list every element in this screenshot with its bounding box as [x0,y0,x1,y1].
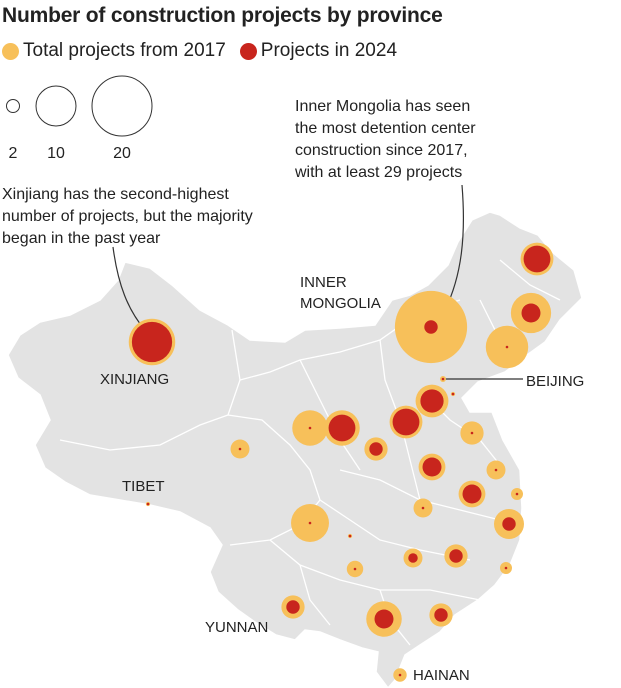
center-dot-beijing [441,377,445,381]
year2024-bubble-shaanxi [369,442,383,456]
year2024-bubble-shanxi [392,408,420,436]
center-dot-liaoning [505,345,509,349]
province-bubbles [128,242,554,682]
center-dot-hubei [421,506,425,510]
label-yunnan: YUNNAN [205,619,268,636]
size-legend-label-20: 20 [113,145,131,162]
center-dot-tianjin [451,392,455,396]
center-dot-shandong [470,431,474,435]
label-hainan: HAINAN [413,667,470,684]
year2024-bubble-guangdong [434,608,448,622]
size-legend-label-2: 2 [9,145,18,162]
center-dot-ningxia [308,426,312,430]
legend-2024-swatch [239,42,257,60]
year2024-bubble-gansu [328,414,356,442]
year2024-bubble-xinjiang [131,321,173,363]
center-dot-hainan [398,673,402,677]
year2024-bubble-hebei [420,389,444,413]
chart-title: Number of construction projects by provi… [2,4,443,27]
size-legend-circle-20 [91,75,153,137]
xinjiang-annotation-line: began in the past year [2,230,161,247]
year2024-bubble-heilongjiang [523,245,551,273]
label-inner-mongolia: INNER [300,274,347,291]
inner-mongolia-annotation-line: with at least 29 projects [294,164,462,181]
center-dot-qinghai [238,447,242,451]
inner-mongolia-annotation-line: construction since 2017, [295,142,468,159]
year2024-bubble-jilin [521,303,541,323]
size-legend-circle-2 [6,99,20,113]
label-beijing: BEIJING [526,373,584,390]
year2024-bubble-hunan [408,553,418,563]
inner-mongolia-annotation-line: Inner Mongolia has seen [295,98,470,115]
year2024-bubble-yunnan [286,600,300,614]
center-dot-shanghai [515,492,519,496]
center-dot-tibet [146,502,150,506]
label-tibet: TIBET [122,478,165,495]
year2024-bubble-zhejiang [502,517,516,531]
center-dot-guizhou [353,567,357,571]
legend-2024-label: Projects in 2024 [260,40,398,61]
inner-mongolia-annotation: Inner Mongolia has seen the most detenti… [294,98,476,181]
inner-mongolia-annotation-line: the most detention center [295,120,476,137]
xinjiang-annotation-line: Xinjiang has the second-highest [2,186,229,203]
center-dot-sichuan [308,521,312,525]
center-dot-chongqing [348,534,352,538]
color-legend: Total projects from 2017 Projects in 202… [2,40,397,62]
label-xinjiang: XINJIANG [100,371,169,388]
xinjiang-annotation-line: number of projects, but the majority [2,208,253,225]
legend-total-swatch [2,42,19,60]
label-inner-mongolia: MONGOLIA [300,295,381,312]
year2024-bubble-guangxi [374,609,394,629]
year2024-bubble-henan [422,457,442,477]
legend-total-label: Total projects from 2017 [23,40,226,61]
xinjiang-annotation: Xinjiang has the second-highest number o… [2,186,253,247]
size-legend: 2 10 20 [6,75,153,162]
center-dot-jiangsu [494,468,498,472]
year2024-bubble-anhui [462,484,482,504]
size-legend-circle-10 [35,85,77,127]
year2024-bubble-jiangxi [449,549,463,563]
center-dot-fujian [504,566,508,570]
year2024-bubble-inner-mongolia [424,320,438,334]
size-legend-label-10: 10 [47,145,65,162]
